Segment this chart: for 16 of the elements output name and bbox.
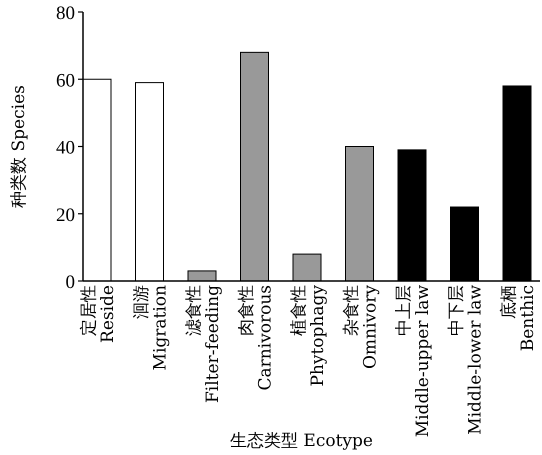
- x-tick-label: 肉食性 Carnivorous: [236, 285, 276, 391]
- x-axis-title: 生态类型 Ecotype: [230, 431, 373, 451]
- y-tick-label: 40: [56, 138, 75, 158]
- y-axis-title: 种类数 Species: [9, 85, 29, 208]
- x-tick-label: 洄游 Migration: [132, 284, 170, 370]
- y-tick-label: 20: [56, 204, 75, 226]
- y-tick-label: 80: [56, 3, 75, 24]
- x-tick-label: 底栖 Benthic: [499, 285, 538, 352]
- x-tick-label: 中上层 Middle-upper law: [394, 284, 433, 438]
- x-tick-label: 滤食性 Filter-feeding: [184, 284, 223, 403]
- y-tick-label: 60: [56, 70, 75, 92]
- x-tick-label: 定居性 Reside: [79, 285, 118, 343]
- y-tick-label: 0: [66, 272, 75, 293]
- x-tick-label: 植食性 Phytophagy: [289, 284, 328, 387]
- x-tick-label: 中下层 Middle-lower law: [446, 284, 486, 435]
- x-tick-label: 杂食性 Omnivory: [342, 284, 380, 370]
